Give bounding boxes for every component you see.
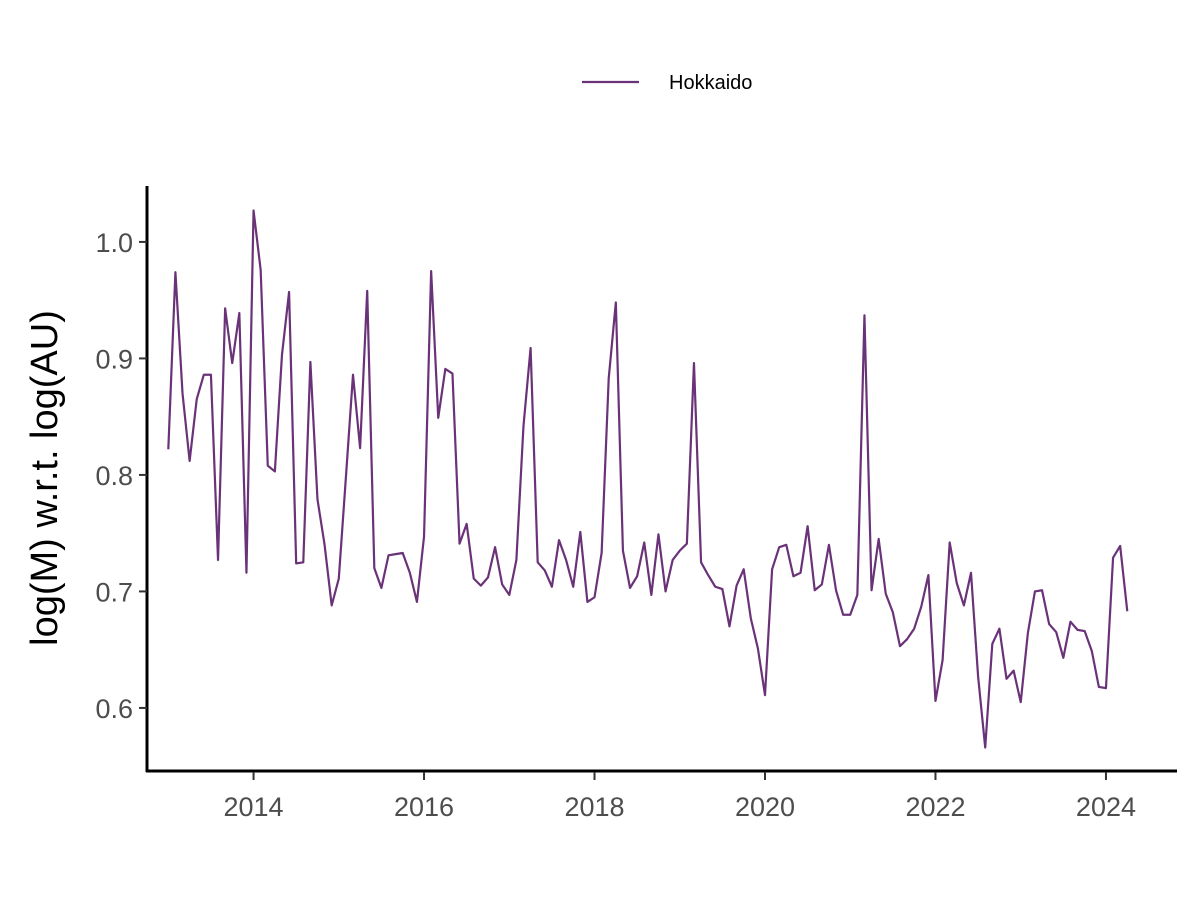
y-tick-label: 0.7 xyxy=(95,577,133,607)
series-line-hokkaido xyxy=(167,209,1129,749)
x-tick-label: 2016 xyxy=(394,792,454,822)
x-tick-label: 2018 xyxy=(564,792,624,822)
x-axis-ticks: 2014 2016 2018 2020 2022 2024 xyxy=(224,772,1136,822)
y-axis-title: log(M) w.r.t. log(AU) xyxy=(24,310,66,646)
legend: Hokkaido xyxy=(582,72,752,94)
x-tick-label: 2014 xyxy=(224,792,284,822)
y-tick-label: 0.9 xyxy=(95,344,133,374)
y-tick-label: 0.8 xyxy=(95,461,133,491)
plot-area xyxy=(167,209,1129,749)
y-axis-ticks: 0.6 0.7 0.8 0.9 1.0 xyxy=(95,228,147,724)
legend-label-hokkaido: Hokkaido xyxy=(669,72,752,94)
x-tick-label: 2022 xyxy=(905,792,965,822)
x-tick-label: 2020 xyxy=(735,792,795,822)
y-tick-label: 0.6 xyxy=(95,694,133,724)
x-tick-label: 2024 xyxy=(1076,792,1136,822)
y-tick-label: 1.0 xyxy=(95,228,133,258)
